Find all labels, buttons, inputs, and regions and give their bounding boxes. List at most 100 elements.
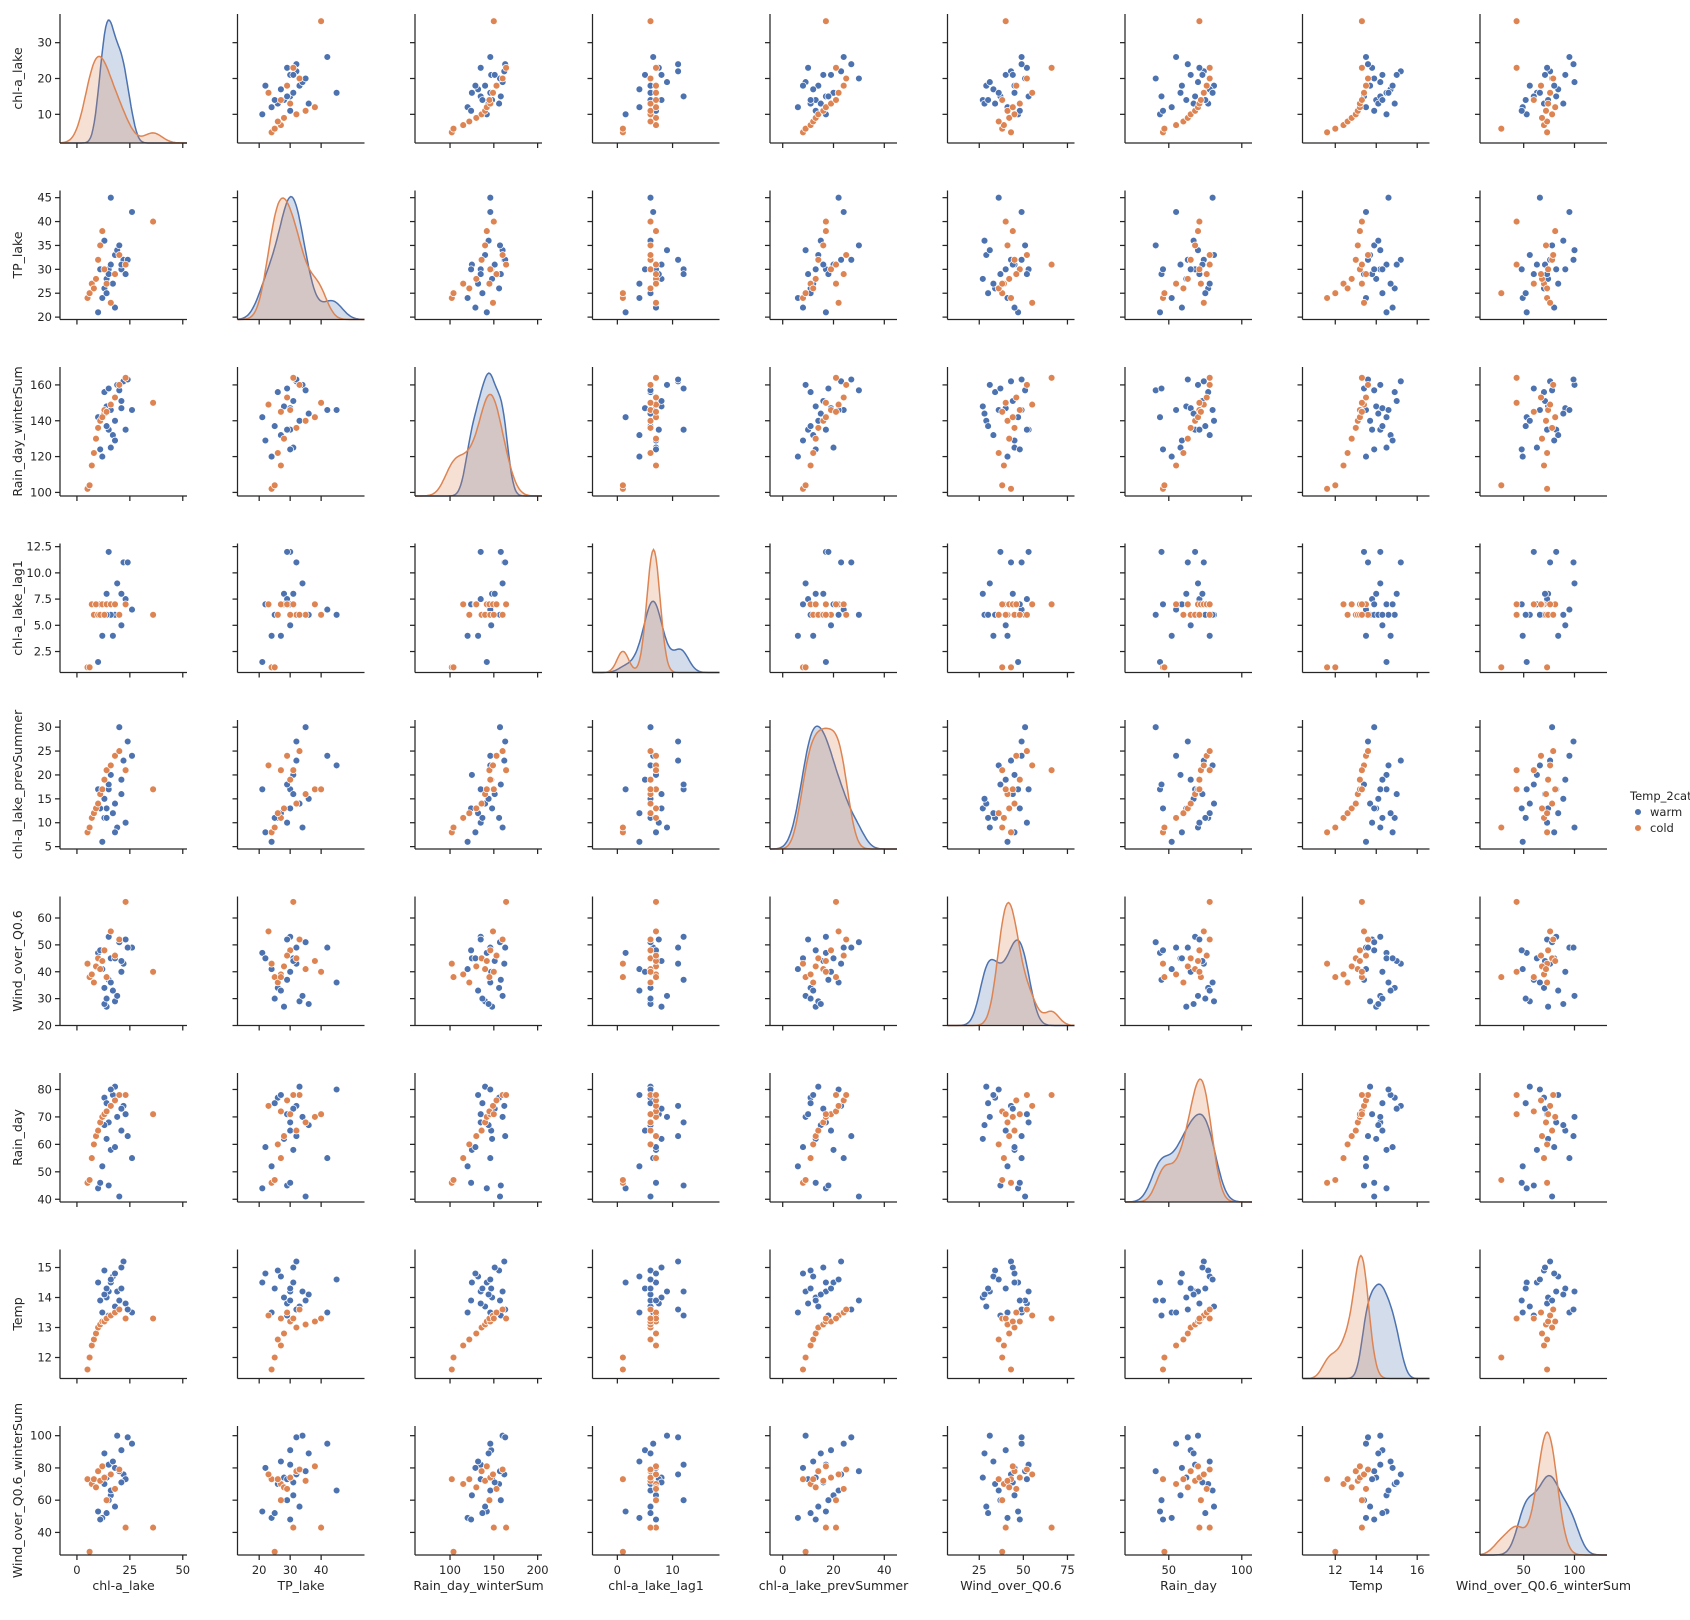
point-warm-5 — [1010, 771, 1019, 779]
point-cold-29 — [822, 227, 830, 235]
point-warm-13 — [1554, 986, 1562, 995]
point-warm-19 — [111, 828, 119, 837]
point-warm-1 — [1518, 1308, 1527, 1317]
x-tick-label: 100 — [439, 1563, 461, 1577]
point-warm-16 — [811, 946, 820, 955]
point-warm-5 — [468, 1491, 476, 1500]
point-cold-36 — [1001, 611, 1010, 619]
point-cold-26 — [92, 1483, 100, 1492]
point-warm-13 — [635, 1272, 644, 1281]
point-warm-19 — [652, 828, 660, 837]
point-cold-33 — [111, 951, 119, 960]
y-tick-label: 45 — [37, 191, 52, 205]
kde-fill-cold-chl-a-lake — [60, 56, 187, 143]
point-warm-12 — [1151, 1296, 1160, 1305]
point-warm-3 — [1182, 1293, 1191, 1302]
point-cold-26 — [1347, 962, 1356, 971]
point-warm-21 — [806, 1509, 815, 1517]
point-cold-36 — [1358, 1110, 1366, 1118]
point-cold-25 — [994, 1140, 1003, 1149]
point-warm-19 — [471, 303, 480, 312]
point-warm-0 — [621, 785, 630, 794]
point-cold-28 — [819, 241, 828, 250]
subplot-r2-c7 — [1297, 367, 1430, 501]
point-warm-8 — [827, 71, 835, 79]
subplot-r7-c4 — [765, 1249, 897, 1384]
point-warm-21 — [270, 96, 279, 104]
kde-fill-cold-temp — [1302, 1255, 1430, 1379]
point-warm-13 — [1386, 986, 1395, 995]
point-cold-33 — [283, 1308, 291, 1317]
point-warm-11 — [649, 1439, 657, 1448]
point-cold-34 — [1549, 611, 1557, 619]
point-cold-25 — [1179, 284, 1188, 293]
point-cold-31 — [1530, 766, 1538, 774]
point-warm-14 — [996, 780, 1005, 789]
point-warm-6 — [1526, 1082, 1534, 1091]
point-warm-15 — [1559, 611, 1568, 619]
point-warm-15 — [1374, 1449, 1383, 1458]
point-warm-13 — [635, 809, 644, 817]
point-cold-30 — [1016, 775, 1024, 784]
x-tick-label: 50 — [1161, 1563, 1176, 1577]
point-cold-36 — [1358, 17, 1366, 25]
point-warm-10 — [283, 425, 291, 434]
y-tick-label: 7.5 — [34, 592, 52, 606]
point-warm-8 — [1186, 71, 1195, 79]
point-cold-35 — [1205, 374, 1214, 382]
point-cold-26 — [811, 600, 820, 609]
point-warm-19 — [471, 828, 480, 837]
point-warm-12 — [855, 938, 863, 946]
point-warm-10 — [1368, 1110, 1376, 1118]
point-warm-12 — [496, 723, 504, 731]
point-warm-1 — [267, 1162, 276, 1171]
point-warm-17 — [289, 1263, 298, 1272]
point-warm-13 — [1554, 431, 1562, 439]
point-warm-16 — [1159, 946, 1167, 955]
point-warm-10 — [804, 270, 812, 278]
point-cold-23 — [1331, 1548, 1340, 1556]
point-cold-33 — [111, 270, 119, 278]
point-cold-22 — [448, 1365, 456, 1374]
point-warm-4 — [679, 425, 688, 434]
point-cold-28 — [481, 241, 489, 250]
point-cold-28 — [301, 965, 310, 973]
point-cold-34 — [115, 747, 124, 755]
y-axis-label-temp: Temp — [10, 1297, 25, 1331]
point-cold-34 — [1205, 935, 1214, 944]
y-tick-label: 120 — [30, 450, 52, 464]
point-cold-26 — [1184, 1483, 1192, 1492]
point-warm-16 — [1370, 1179, 1378, 1187]
point-warm-14 — [283, 1496, 291, 1504]
point-warm-20 — [1184, 1433, 1192, 1442]
point-warm-9 — [1007, 756, 1015, 765]
x-axis-label-tp-lake: TP_lake — [276, 1578, 324, 1593]
point-warm-3 — [979, 1473, 987, 1482]
point-cold-25 — [809, 1140, 817, 1149]
point-warm-11 — [839, 1154, 848, 1162]
point-cold-31 — [998, 600, 1006, 609]
x-axis-label-chl-a-lake: chl-a_lake — [92, 1578, 155, 1593]
point-warm-2 — [1390, 284, 1399, 293]
point-cold-34 — [115, 611, 124, 619]
point-warm-21 — [1201, 422, 1210, 430]
point-cold-34 — [1023, 74, 1031, 83]
point-warm-13 — [109, 809, 117, 817]
point-warm-1 — [794, 1308, 802, 1317]
point-cold-32 — [834, 1470, 843, 1479]
subplot-r3-c8 — [1475, 543, 1607, 678]
point-warm-17 — [490, 1263, 499, 1272]
point-cold-35 — [1512, 64, 1521, 72]
point-warm-8 — [827, 621, 835, 630]
point-warm-1 — [463, 632, 472, 640]
point-warm-16 — [1517, 1179, 1526, 1187]
point-warm-1 — [794, 1162, 802, 1171]
point-warm-20 — [847, 256, 856, 264]
point-cold-33 — [1537, 1308, 1545, 1317]
point-warm-6 — [1526, 1302, 1534, 1311]
point-warm-3 — [1544, 1002, 1552, 1011]
point-warm-12 — [301, 1192, 310, 1201]
point-warm-20 — [1364, 943, 1372, 952]
point-warm-9 — [1397, 377, 1405, 386]
